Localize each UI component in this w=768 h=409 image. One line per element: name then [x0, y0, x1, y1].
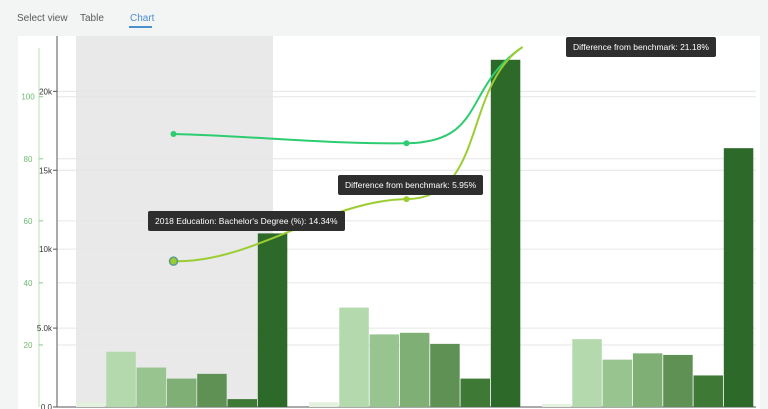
y-tick-label: 15k: [39, 166, 53, 175]
chart-canvas: 0.0 5.0k 10k 15k 20k 20 40 60 80 100: [21, 36, 756, 409]
view-selector: Select view Table Chart: [0, 0, 768, 36]
bar: [399, 332, 430, 407]
bar: [663, 354, 693, 407]
tab-table[interactable]: Table: [80, 13, 104, 24]
bar: [136, 367, 167, 407]
series-point: [168, 256, 179, 266]
bar: [309, 402, 339, 407]
series-point: [403, 140, 410, 147]
bar: [542, 403, 572, 407]
bar: [430, 343, 460, 407]
active-tab-indicator: [129, 26, 152, 28]
chart-panel: 0.0 5.0k 10k 15k 20k 20 40 60 80 100 Difference f…: [18, 36, 760, 409]
tooltip-education-group1: 2018 Education: Bachelor's Degree (%): 1…: [148, 211, 345, 231]
series-point: [403, 196, 410, 203]
tab-chart[interactable]: Chart: [130, 13, 155, 24]
bar: [227, 399, 257, 407]
bar: [490, 59, 521, 408]
bar: [369, 334, 400, 407]
y-tick-label: 5.0k: [37, 324, 53, 333]
bar: [632, 353, 663, 407]
y2-tick-label: 60: [24, 217, 33, 226]
bar: [106, 351, 136, 407]
y2-tick-label: 80: [24, 155, 33, 164]
y2-tick-label: 40: [24, 279, 33, 288]
tooltip-benchmark-difference-group2: Difference from benchmark: 5.95%: [338, 175, 484, 195]
bar: [693, 375, 723, 407]
y-tick-label: 0.0: [41, 403, 53, 409]
bar: [166, 378, 197, 407]
y-tick-label: 20k: [39, 87, 53, 96]
y2-tick-label: 20: [24, 341, 33, 350]
bar: [602, 359, 633, 407]
select-view-label: Select view: [17, 13, 68, 24]
bar: [723, 148, 754, 407]
bar: [257, 233, 288, 407]
y2-tick-label: 100: [21, 93, 35, 102]
bar: [197, 373, 227, 407]
bar: [460, 378, 490, 407]
y-tick-label: 10k: [39, 245, 53, 254]
tooltip-benchmark-difference-group3: Difference from benchmark: 21.18%: [566, 37, 716, 57]
series-point: [170, 130, 177, 137]
bar: [76, 402, 106, 407]
bar: [572, 339, 602, 407]
bar: [339, 307, 369, 407]
